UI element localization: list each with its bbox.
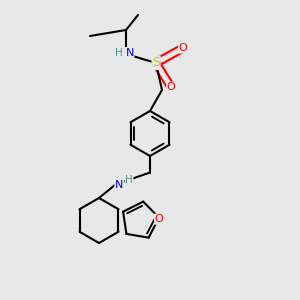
Text: S: S (152, 56, 160, 70)
Text: O: O (178, 43, 188, 53)
Text: N: N (115, 179, 123, 190)
Text: O: O (167, 82, 176, 92)
Text: H: H (115, 47, 122, 58)
Text: H: H (125, 175, 133, 185)
Text: N: N (125, 47, 134, 58)
Text: O: O (154, 214, 164, 224)
